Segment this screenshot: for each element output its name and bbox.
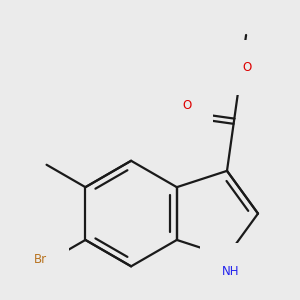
Text: O: O [183, 99, 192, 112]
Text: Br: Br [34, 253, 47, 266]
Text: O: O [243, 61, 252, 74]
Text: NH: NH [221, 265, 239, 278]
